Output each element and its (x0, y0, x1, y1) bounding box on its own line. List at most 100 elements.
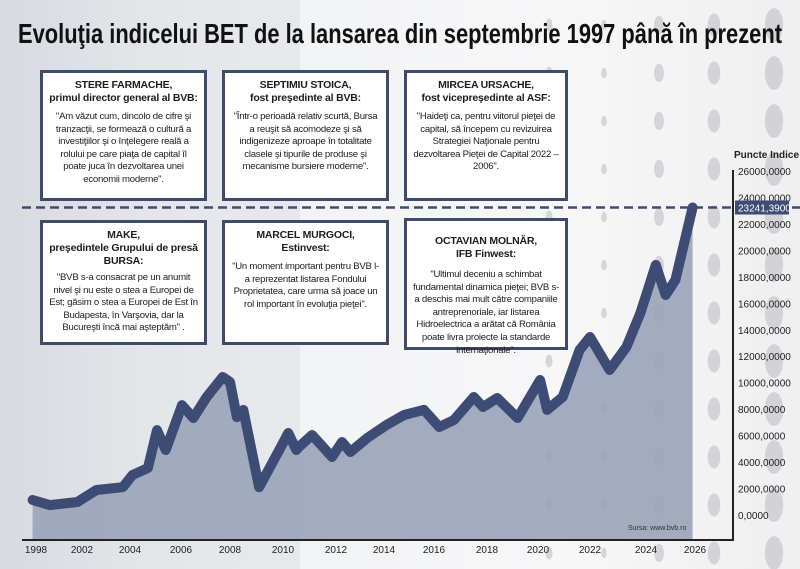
x-tick-label: 2004 (119, 545, 142, 556)
decor-dot (707, 61, 721, 85)
data-point (561, 395, 564, 398)
page-title: Evoluţia indicelui BET de la lansarea di… (18, 18, 782, 49)
decor-dot (601, 67, 607, 79)
data-point (146, 467, 149, 470)
y-tick-label: 16000,0000 (738, 299, 791, 310)
data-point (654, 263, 657, 266)
decor-dot (545, 354, 553, 368)
x-tick-label: 2020 (527, 545, 550, 556)
quote-author: OCTAVIAN MOLNĂR, (435, 235, 537, 247)
data-point (297, 445, 300, 448)
x-tick-label: 2012 (325, 545, 348, 556)
y-tick-label: 14000,0000 (738, 326, 791, 337)
quote-role: IFB Finwest: (455, 248, 516, 260)
decor-dot (654, 63, 664, 83)
decor-dot (764, 344, 784, 378)
decor-dot (764, 152, 784, 186)
data-point (235, 416, 238, 419)
decor-dot (764, 440, 784, 474)
x-tick-label: 2022 (579, 545, 602, 556)
quote-author: SEPTIMIU STOICA, (259, 79, 352, 91)
data-point (539, 379, 542, 382)
decor-dot (707, 157, 721, 181)
decor-dot (764, 8, 784, 42)
data-point (180, 404, 183, 407)
decor-dot (707, 301, 721, 325)
x-tick-label: 2006 (170, 545, 193, 556)
data-point (331, 456, 334, 459)
decor-dot (707, 493, 721, 517)
decor-dot (707, 445, 721, 469)
quote-box-ursache: MIRCEA URSACHE, fost vicepreşedinte al A… (404, 70, 568, 201)
x-tick-label: 2002 (71, 545, 94, 556)
quote-role: fost preşedinte al BVB: (250, 92, 361, 104)
y-tick-label: 2000,0000 (738, 485, 786, 496)
data-point (341, 440, 343, 443)
y-tick-label: 0,0000 (738, 511, 769, 522)
data-point (276, 451, 279, 454)
decor-dot (764, 104, 784, 138)
data-point (156, 429, 159, 432)
data-point (229, 381, 231, 384)
quote-role: Estinvest: (281, 242, 330, 254)
data-point (438, 426, 441, 429)
data-point (589, 336, 591, 339)
data-point (403, 413, 405, 416)
quote-text: "Haideţi ca, pentru viitorul pieţei de c… (413, 111, 559, 173)
decor-dot (707, 253, 721, 277)
data-point (639, 311, 642, 314)
data-point (76, 501, 79, 504)
quote-box-molnar: OCTAVIAN MOLNĂR, IFB Finwest: "Ultimul d… (404, 218, 568, 356)
page-title-wrap: Evoluţia indicelui BET de la lansarea di… (18, 18, 782, 49)
decor-dot (545, 546, 553, 560)
data-point (691, 206, 694, 209)
x-tick-label: 1998 (25, 545, 48, 556)
y-axis-title: Puncte Indice (734, 150, 799, 161)
decor-dot (764, 392, 784, 426)
area-fill (32, 207, 693, 540)
decor-dot (707, 397, 721, 421)
data-point (625, 345, 628, 348)
decor-dot (601, 211, 607, 223)
data-point (164, 449, 167, 452)
decor-dot (654, 111, 664, 131)
quote-text: "BVB s-a consacrat pe un anumit nivel şi… (49, 272, 198, 334)
quote-author: MAKE, (107, 229, 140, 241)
data-point (258, 486, 261, 489)
decor-dot (654, 15, 664, 35)
quote-author: STERE FARMACHE, (74, 79, 173, 91)
data-point (205, 395, 208, 398)
decor-dot (764, 56, 784, 90)
quote-role: preşedintele Grupului de presă BURSA: (49, 242, 198, 267)
source-note: Sursa: www.bvb.ro (628, 525, 686, 532)
quote-box-farmache: STERE FARMACHE, primul director general … (40, 70, 207, 201)
data-point (131, 474, 134, 477)
decor-dot (601, 115, 607, 127)
quote-box-make: MAKE, preşedintele Grupului de presă BUR… (40, 220, 207, 345)
decor-dot (601, 307, 607, 319)
y-tick-label: 20000,0000 (738, 246, 791, 257)
data-point (423, 408, 425, 411)
quote-role: fost vicepreşedinte al ASF: (421, 92, 551, 104)
data-point (482, 406, 485, 409)
y-tick-label: 22000,0000 (738, 220, 791, 231)
quote-role: primul director general al BVB: (49, 92, 198, 104)
x-tick-label: 2018 (476, 545, 499, 556)
quote-text: "Într-o perioadă relativ scurtă, Bursa a… (233, 111, 378, 173)
decor-dot (654, 543, 664, 563)
x-tick-label: 2024 (635, 545, 658, 556)
data-point (608, 368, 611, 371)
data-point (664, 293, 667, 296)
data-point (472, 395, 475, 398)
y-tick-label: 24000,0000 (738, 193, 791, 204)
data-point (221, 376, 224, 379)
data-point (578, 349, 581, 352)
data-point (287, 431, 290, 434)
decor-dot (654, 159, 664, 179)
decor-dot (707, 109, 721, 133)
current-value-badge (735, 200, 789, 215)
data-point (311, 433, 314, 436)
decor-dot (764, 248, 784, 282)
data-point (496, 397, 499, 400)
